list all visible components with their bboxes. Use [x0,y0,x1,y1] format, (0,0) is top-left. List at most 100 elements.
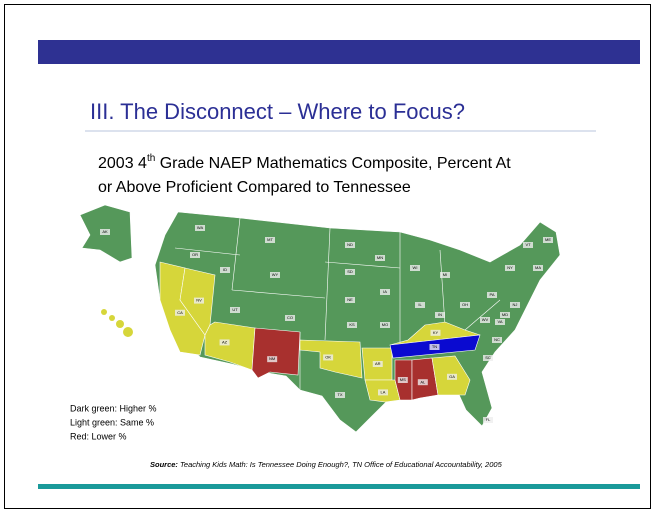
state-border [324,261,401,269]
state-tag [100,229,110,235]
state-tag [220,267,230,273]
state-label: VA [497,319,502,324]
state-label: MD [502,312,508,317]
state-label: LA [381,389,386,394]
state-tag [447,373,457,380]
state-label: SC [485,355,491,360]
state-label: MN [377,255,383,260]
state-region [251,327,301,379]
top-bar [38,40,640,64]
state-tag [270,272,280,278]
state-border [464,299,501,331]
legend-entry: Light green: Same % [70,417,154,427]
state-label: NC [494,337,500,342]
state-label: AZ [222,339,228,344]
state-label: NV [196,298,202,303]
state-label: KY [433,330,439,335]
slide-title: III. The Disconnect – Where to Focus? [90,99,465,124]
state-tag [523,242,533,248]
state-label: IA [383,289,387,294]
state-label: NE [347,297,353,302]
state-label: CA [177,310,183,315]
state-label: OK [325,354,331,359]
state-tag [417,379,428,386]
state-tag [190,252,200,258]
state-tag [429,344,440,350]
source-label: Source: [150,460,178,469]
state-label: MO [382,322,388,327]
state-tag [345,297,355,303]
state-tag [510,302,520,308]
state-label: KS [349,322,355,327]
state-label: NJ [513,302,518,307]
state-tag [378,389,388,396]
state-tag [345,269,355,275]
state-label: FL [486,417,491,422]
state-tag [345,242,355,248]
state-tag [505,265,515,271]
state-tag [492,337,502,343]
state-label: AK [102,229,108,234]
state-tag [460,302,470,308]
state-tag [285,315,295,321]
bottom-bar [38,484,640,489]
state-tag [483,355,493,361]
state-tag [487,292,497,298]
state-label: IL [418,302,422,307]
hawaii-island [116,320,124,328]
source-note: Source: Teaching Kids Math: Is Tennessee… [150,460,503,469]
state-label: TN [432,344,437,349]
state-tag [397,377,408,383]
state-tag [480,317,490,323]
hawaii-island [109,315,115,321]
state-border [231,217,241,291]
state-label: GA [449,374,455,379]
state-label: WV [482,317,489,322]
state-label: MA [535,265,541,270]
state-tag [415,302,425,308]
state-tag [435,312,445,318]
state-label: MS [400,377,406,382]
state-label: ID [223,267,227,272]
state-label: ME [545,237,551,242]
state-label: TX [337,392,342,397]
subtitle-part: Grade NAEP Mathematics Composite, Percen… [155,155,511,172]
state-tag [440,272,450,278]
state-border [174,247,241,256]
state-label: WY [272,272,279,277]
state-label: OR [192,252,198,257]
state-label: NM [269,356,275,361]
state-tag [219,339,230,346]
state-label: AL [420,379,426,384]
subtitle-line: 2003 4th Grade NAEP Mathematics Composit… [98,153,511,173]
state-border [324,227,331,341]
legend-entry: Dark green: Higher % [70,403,157,413]
state-label: PA [489,292,494,297]
state-label: IN [438,312,442,317]
hawaii-island [123,327,133,337]
state-label: WA [197,225,204,230]
state-region [411,357,439,401]
state-tag [323,354,334,361]
subtitle-line: or Above Proficient Compared to Tennesse… [98,179,411,196]
state-tag [194,297,204,304]
state-tag [175,309,185,316]
state-label: MI [443,272,447,277]
state-tag [335,392,345,398]
state-label: VT [525,242,531,247]
state-tag [430,329,441,336]
state-label: AR [375,361,381,366]
state-tag [267,356,278,363]
state-tag [500,312,510,318]
state-label: ND [347,242,353,247]
state-tag [230,307,240,313]
state-tag [380,322,390,328]
state-border [231,289,326,299]
state-label: CO [287,315,293,320]
state-tag [495,319,505,325]
state-label: MT [267,237,273,242]
state-label: OH [462,302,468,307]
legend-entry: Red: Lower % [70,431,127,441]
state-tag [483,417,493,423]
